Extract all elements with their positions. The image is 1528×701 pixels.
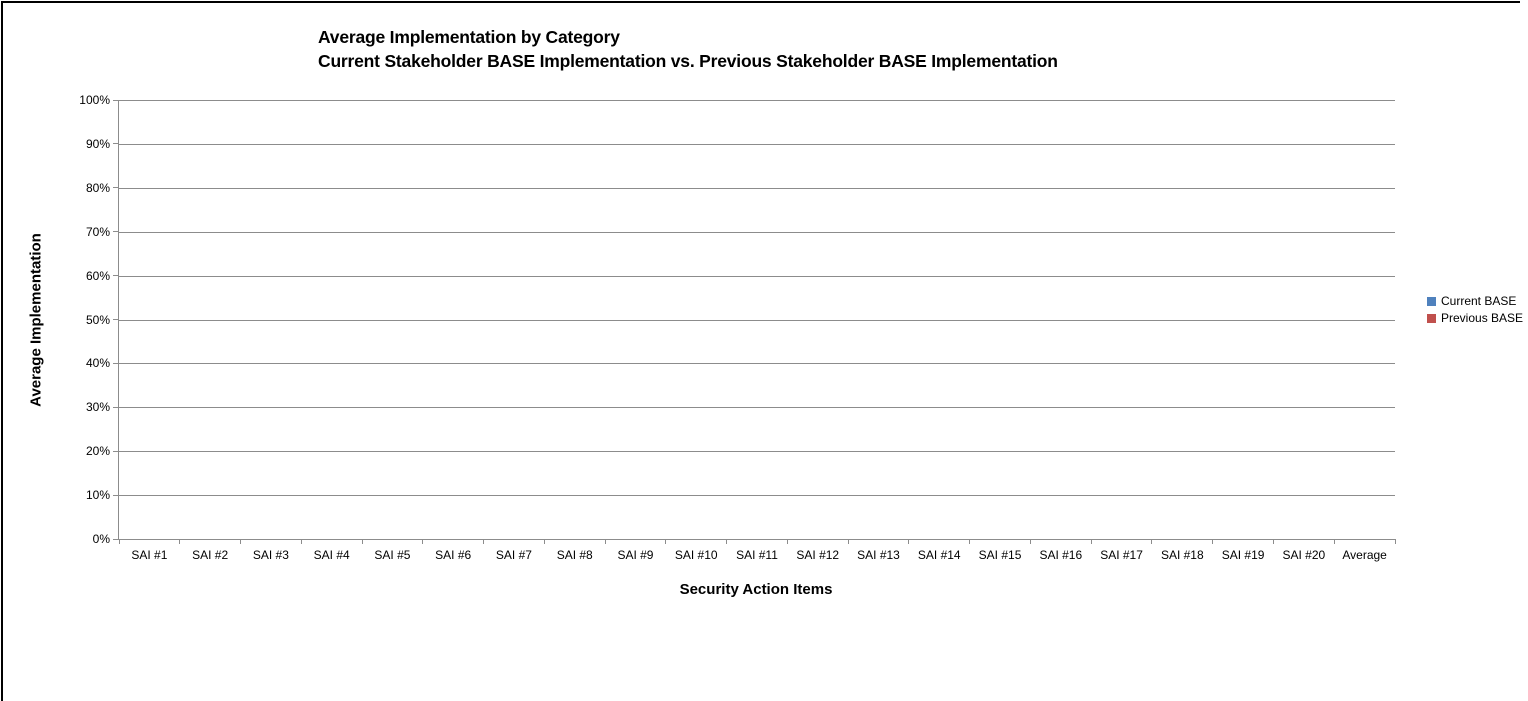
x-axis-tick [1272, 539, 1274, 544]
x-axis-tick [1333, 539, 1335, 544]
x-axis-tick [240, 539, 242, 544]
gridline [119, 143, 1395, 145]
y-axis-tick [113, 538, 119, 540]
y-axis-title: Average Implementation [27, 233, 45, 407]
x-axis-tick [1394, 539, 1396, 544]
x-axis-tick [604, 539, 606, 544]
x-axis-tick [1212, 539, 1214, 544]
x-axis-tick [483, 539, 485, 544]
x-axis-tick [665, 539, 667, 544]
legend-item: Current BASE [1427, 295, 1523, 307]
x-tick-label: SAI #1 [131, 548, 168, 562]
x-tick-label: SAI #5 [374, 548, 411, 562]
plot-area: 100% 90% 80% 70% 60% 50% 40% 30% 20% 10% 0% SAI #1… [79, 93, 1396, 562]
y-tick-label: 40% [85, 356, 110, 371]
gridline [119, 407, 1395, 409]
gridline [119, 100, 1395, 101]
x-axis-tick [1151, 539, 1153, 544]
y-tick-label: 70% [85, 224, 110, 239]
y-tick-label: 50% [85, 312, 110, 327]
y-tick-label: 90% [85, 136, 110, 151]
legend-swatch-previous-base [1427, 313, 1436, 323]
y-tick-label: 80% [85, 180, 110, 195]
x-tick-label: SAI #13 [857, 548, 900, 562]
y-tick-label: 100% [79, 93, 110, 107]
y-axis-tick [113, 362, 119, 364]
y-axis-tick [113, 187, 119, 189]
x-axis-tick [908, 539, 910, 544]
x-tick-label: SAI #9 [617, 548, 654, 562]
gridline [119, 319, 1395, 321]
legend-label: Current BASE [1441, 294, 1517, 308]
x-tick-label: SAI #3 [252, 548, 289, 562]
x-axis-tick [300, 539, 302, 544]
x-tick-label: SAI #6 [435, 548, 472, 562]
gridline [119, 451, 1395, 453]
y-axis-tick [113, 406, 119, 408]
x-axis-tick [543, 539, 545, 544]
y-tick-label: 20% [85, 444, 110, 459]
x-tick-label: SAI #15 [978, 548, 1022, 562]
x-tick-label: SAI #7 [495, 548, 532, 562]
gridline [119, 275, 1395, 277]
x-axis-tick [1029, 539, 1031, 544]
gridline [119, 187, 1395, 189]
x-tick-label: SAI #14 [917, 548, 961, 562]
legend-item: Previous BASE [1427, 312, 1523, 324]
x-tick-label: SAI #2 [192, 548, 229, 562]
y-tick-label: 10% [85, 488, 110, 503]
chart-title: Average Implementation by Category Curre… [318, 25, 1058, 73]
chart-title-line2: Current Stakeholder BASE Implementation … [318, 51, 1058, 71]
x-axis-tick [179, 539, 181, 544]
x-tick-label: SAI #16 [1039, 548, 1083, 562]
y-axis-tick [113, 231, 119, 233]
x-tick-label: SAI #12 [796, 548, 840, 562]
x-tick-label: SAI #20 [1282, 548, 1326, 562]
x-tick-label: SAI #10 [674, 548, 718, 562]
y-axis-tick [113, 143, 119, 145]
x-tick-label: SAI #19 [1221, 548, 1265, 562]
legend: Current BASE Previous BASE [1427, 295, 1523, 329]
x-axis-tick [726, 539, 728, 544]
x-tick-label: SAI #4 [313, 548, 350, 562]
x-axis-tick [422, 539, 424, 544]
y-tick-label: 0% [92, 532, 110, 546]
y-axis-tick [113, 450, 119, 452]
y-axis-tick [113, 99, 119, 101]
x-tick-label: SAI #8 [556, 548, 593, 562]
x-axis-tick [361, 539, 363, 544]
y-axis-tick [113, 494, 119, 496]
x-axis-tick [786, 539, 788, 544]
x-axis-title: Security Action Items [679, 581, 833, 598]
x-tick-label: SAI #18 [1160, 548, 1204, 562]
y-tick-label: 30% [85, 400, 110, 415]
gridline [119, 363, 1395, 365]
x-axis-tick [847, 539, 849, 544]
y-axis-tick [113, 275, 119, 277]
x-axis-tick [1090, 539, 1092, 544]
y-axis-tick [113, 319, 119, 320]
x-tick-label: SAI #17 [1100, 548, 1143, 562]
legend-label: Previous BASE [1441, 311, 1524, 325]
x-tick-label: SAI #11 [736, 548, 778, 562]
y-tick-label: 60% [85, 268, 110, 283]
x-tick-label: Average [1342, 548, 1387, 562]
x-axis-tick [969, 539, 971, 544]
gridline [119, 495, 1395, 497]
chart-title-line1: Average Implementation by Category [318, 27, 620, 47]
legend-swatch-current-base [1427, 296, 1436, 306]
gridline [119, 231, 1395, 233]
x-axis-tick [118, 539, 120, 544]
